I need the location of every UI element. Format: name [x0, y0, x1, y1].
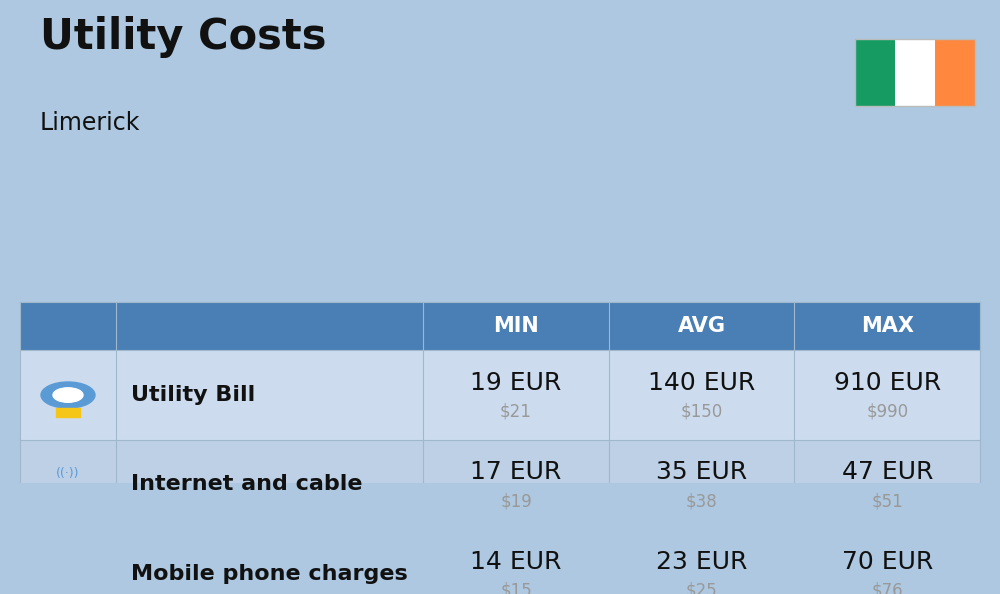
Text: AVG: AVG — [678, 316, 726, 336]
Text: $25: $25 — [686, 582, 717, 594]
Bar — [56, 408, 80, 417]
Text: 910 EUR: 910 EUR — [834, 371, 941, 395]
Text: $38: $38 — [686, 492, 717, 510]
Bar — [20, 440, 980, 529]
Text: Utility Costs: Utility Costs — [40, 16, 326, 58]
Text: 17 EUR: 17 EUR — [470, 460, 562, 484]
Text: $990: $990 — [866, 403, 908, 421]
Bar — [935, 39, 975, 106]
Text: Internet and cable: Internet and cable — [131, 475, 362, 494]
Text: 47 EUR: 47 EUR — [842, 460, 933, 484]
Text: $51: $51 — [871, 492, 903, 510]
Bar — [20, 350, 980, 440]
Text: $21: $21 — [500, 403, 532, 421]
Text: Utility Bill: Utility Bill — [131, 385, 255, 405]
Text: $15: $15 — [500, 582, 532, 594]
Text: $150: $150 — [680, 403, 723, 421]
Text: 35 EUR: 35 EUR — [656, 460, 747, 484]
Bar — [20, 529, 980, 594]
Text: 23 EUR: 23 EUR — [656, 550, 747, 574]
Text: 140 EUR: 140 EUR — [648, 371, 755, 395]
Text: 14 EUR: 14 EUR — [470, 550, 562, 574]
Text: $19: $19 — [500, 492, 532, 510]
Text: $76: $76 — [871, 582, 903, 594]
Text: 19 EUR: 19 EUR — [470, 371, 562, 395]
Text: Limerick: Limerick — [40, 111, 140, 135]
Bar — [20, 302, 980, 350]
Bar — [855, 39, 975, 106]
Text: ((·)): ((·)) — [56, 467, 80, 481]
Text: Mobile phone charges: Mobile phone charges — [131, 564, 408, 584]
Bar — [51, 563, 85, 584]
Bar — [34, 486, 102, 495]
Bar — [895, 39, 935, 106]
Bar — [855, 39, 895, 106]
Bar — [46, 558, 90, 590]
Text: 70 EUR: 70 EUR — [842, 550, 933, 574]
Circle shape — [53, 388, 83, 402]
Text: MAX: MAX — [861, 316, 914, 336]
Circle shape — [41, 382, 95, 408]
Text: MIN: MIN — [493, 316, 539, 336]
